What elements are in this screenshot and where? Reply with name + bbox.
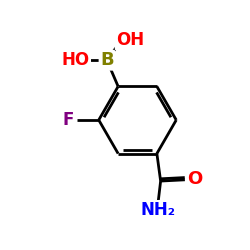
Text: B: B <box>100 51 114 69</box>
Text: O: O <box>187 170 202 188</box>
Text: NH₂: NH₂ <box>141 201 176 219</box>
Text: OH: OH <box>116 31 144 49</box>
Text: HO: HO <box>62 51 90 69</box>
Text: F: F <box>62 111 74 129</box>
